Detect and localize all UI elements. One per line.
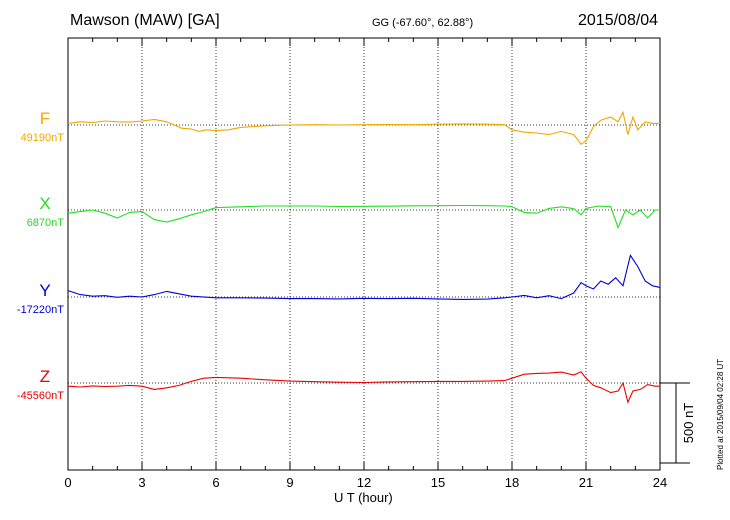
x-tick-label: 0 <box>64 475 71 490</box>
x-tick-label: 6 <box>212 475 219 490</box>
x-tick-label: 12 <box>357 475 371 490</box>
series-name-x: X <box>39 194 50 213</box>
series-baseline-label: 6870nT <box>27 217 65 229</box>
series-line-x <box>67 204 660 230</box>
series-baseline-label: -45560nT <box>17 390 64 402</box>
x-axis-label: U T (hour) <box>334 490 393 505</box>
scale-bar-label: 500 nT <box>681 403 696 444</box>
series-baseline-label: -17220nT <box>17 304 64 316</box>
series-name-y: Y <box>39 281 50 300</box>
station-title: Mawson (MAW) [GA] <box>70 12 220 29</box>
series-line-z <box>67 371 660 404</box>
series-line-y <box>67 254 661 300</box>
x-tick-label: 21 <box>579 475 593 490</box>
plot-date: 2015/08/04 <box>578 12 659 29</box>
geographic-coordinates: GG (-67.60°, 62.88°) <box>372 17 474 29</box>
series-line-f <box>67 110 660 145</box>
x-tick-label: 18 <box>505 475 519 490</box>
x-tick-label: 3 <box>138 475 145 490</box>
series-name-z: Z <box>40 367 50 386</box>
series-baseline-label: 49190nT <box>21 132 65 144</box>
x-tick-label: 9 <box>286 475 293 490</box>
series-name-f: F <box>40 109 50 128</box>
x-tick-label: 15 <box>431 475 445 490</box>
x-tick-label: 24 <box>653 475 667 490</box>
